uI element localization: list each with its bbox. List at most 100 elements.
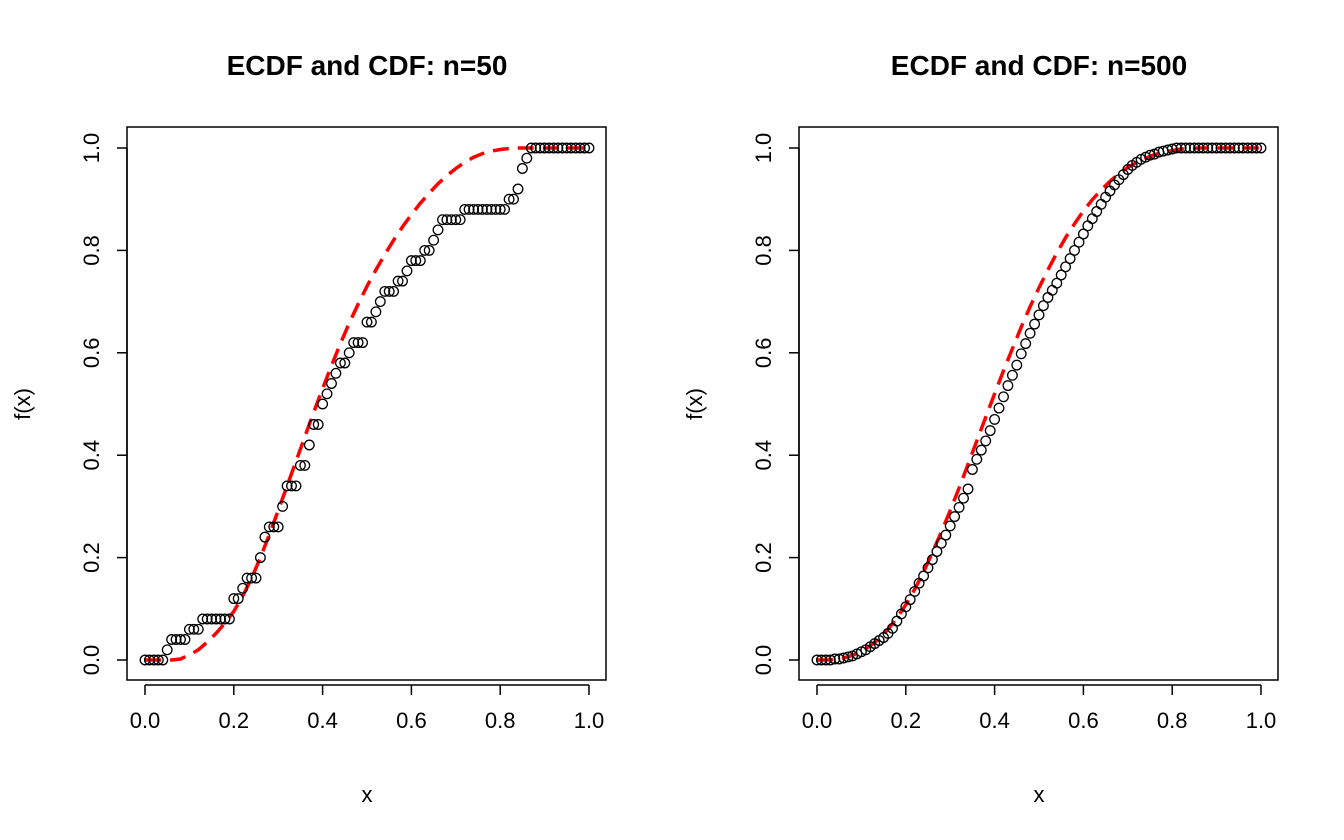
ecdf-point — [561, 142, 573, 154]
ecdf-point — [971, 453, 983, 465]
ecdf-point — [361, 316, 373, 328]
y-tick-label: 0.4 — [79, 440, 104, 471]
ecdf-point — [241, 572, 253, 584]
ecdf-point — [1175, 142, 1187, 154]
ecdf-point — [437, 214, 448, 226]
ecdf-point — [201, 613, 213, 625]
ecdf-point — [512, 183, 524, 195]
ecdf-points — [139, 142, 595, 666]
ecdf-point — [548, 142, 559, 154]
ecdf-point — [286, 480, 297, 492]
ecdf-point — [1171, 142, 1183, 154]
ecdf-point — [1233, 142, 1245, 154]
ecdf-point — [1069, 244, 1080, 256]
x-tick-label: 1.0 — [574, 708, 605, 733]
ecdf-point — [1077, 228, 1089, 240]
ecdf-point — [570, 142, 582, 154]
ecdf-point — [1042, 292, 1054, 303]
x-tick-label: 0.2 — [891, 708, 922, 733]
ecdf-point — [499, 203, 511, 215]
ecdf-point — [1251, 142, 1263, 154]
y-axis-label: f(x) — [10, 388, 35, 420]
x-axis: 0.0 0.2 0.4 0.6 0.8 1.0 — [802, 684, 1277, 733]
ecdf-point — [423, 244, 435, 256]
plot-frame — [126, 126, 607, 681]
ecdf-point — [1215, 142, 1227, 154]
ecdf-point — [1082, 220, 1094, 232]
ecdf-point — [1255, 142, 1267, 154]
ecdf-point — [958, 492, 969, 504]
ecdf-point — [206, 613, 218, 625]
ecdf-point — [428, 234, 440, 246]
ecdf-point — [1228, 142, 1240, 154]
ecdf-point — [1206, 142, 1218, 154]
ecdf-point — [175, 634, 186, 645]
ecdf-point — [1220, 142, 1231, 154]
y-tick-label: 0.4 — [751, 440, 776, 471]
ecdf-point — [583, 142, 595, 154]
ecdf-point — [374, 296, 386, 308]
ecdf-point — [1060, 261, 1072, 273]
ecdf-point — [192, 623, 204, 635]
ecdf-point — [454, 214, 466, 226]
ecdf-point — [1029, 318, 1041, 330]
ecdf-point — [993, 402, 1005, 414]
true-cdf-curve — [817, 146, 1261, 662]
ecdf-point — [334, 357, 346, 369]
ecdf-point — [219, 613, 231, 625]
cdf-line — [817, 146, 1261, 662]
y-tick-label: 1.0 — [79, 133, 104, 164]
ecdf-point — [250, 572, 262, 584]
x-tick-label: 0.6 — [1068, 708, 1099, 733]
ecdf-point — [215, 613, 226, 625]
y-tick-label: 0.8 — [751, 235, 776, 266]
chart-title: ECDF and CDF: n=500 — [891, 50, 1187, 81]
ecdf-point — [188, 623, 200, 635]
ecdf-point — [1015, 348, 1027, 360]
ecdf-point — [139, 654, 151, 666]
ecdf-point — [339, 357, 351, 369]
chart-panel-n500: ECDF and CDF: n=500 0.0 0.2 0.4 0.6 0.8 1.0 0… — [682, 50, 1279, 807]
ecdf-point — [534, 142, 546, 154]
x-axis: 0.0 0.2 0.4 0.6 0.8 1.0 — [130, 684, 605, 733]
ecdf-point — [472, 203, 484, 215]
ecdf-point — [1037, 300, 1049, 312]
ecdf-point — [1020, 338, 1032, 350]
ecdf-point — [485, 203, 497, 215]
ecdf-point — [312, 419, 324, 430]
ecdf-point — [463, 203, 475, 215]
ecdf-point — [811, 654, 823, 666]
ecdf-point — [1091, 206, 1103, 217]
ecdf-point — [263, 521, 275, 533]
ecdf-point — [414, 255, 426, 267]
ecdf-point — [935, 537, 947, 549]
ecdf-point — [290, 480, 302, 492]
ecdf-point — [476, 203, 488, 215]
ecdf-point — [1011, 359, 1023, 371]
x-tick-label: 0.6 — [396, 708, 427, 733]
ecdf-point — [829, 653, 841, 665]
ecdf-point — [944, 520, 956, 532]
x-tick-label: 1.0 — [1246, 708, 1277, 733]
ecdf-point — [459, 203, 471, 215]
ecdf-point — [343, 347, 355, 359]
ecdf-point — [949, 511, 961, 523]
ecdf-point — [237, 582, 249, 594]
ecdf-point — [565, 142, 577, 154]
ecdf-point — [1095, 198, 1107, 210]
ecdf-point — [410, 255, 422, 267]
ecdf-point — [143, 654, 155, 666]
y-tick-label: 0.0 — [79, 645, 104, 676]
ecdf-point — [490, 203, 502, 215]
ecdf-point — [940, 529, 952, 541]
ecdf-point — [277, 500, 289, 512]
ecdf-point — [1006, 369, 1018, 381]
ecdf-point — [228, 593, 240, 605]
ecdf-point — [405, 255, 417, 267]
plot-frame — [798, 126, 1279, 681]
y-tick-label: 0.6 — [751, 338, 776, 369]
ecdf-point — [259, 531, 271, 543]
ecdf-point — [365, 316, 377, 328]
ecdf-point — [419, 244, 431, 256]
